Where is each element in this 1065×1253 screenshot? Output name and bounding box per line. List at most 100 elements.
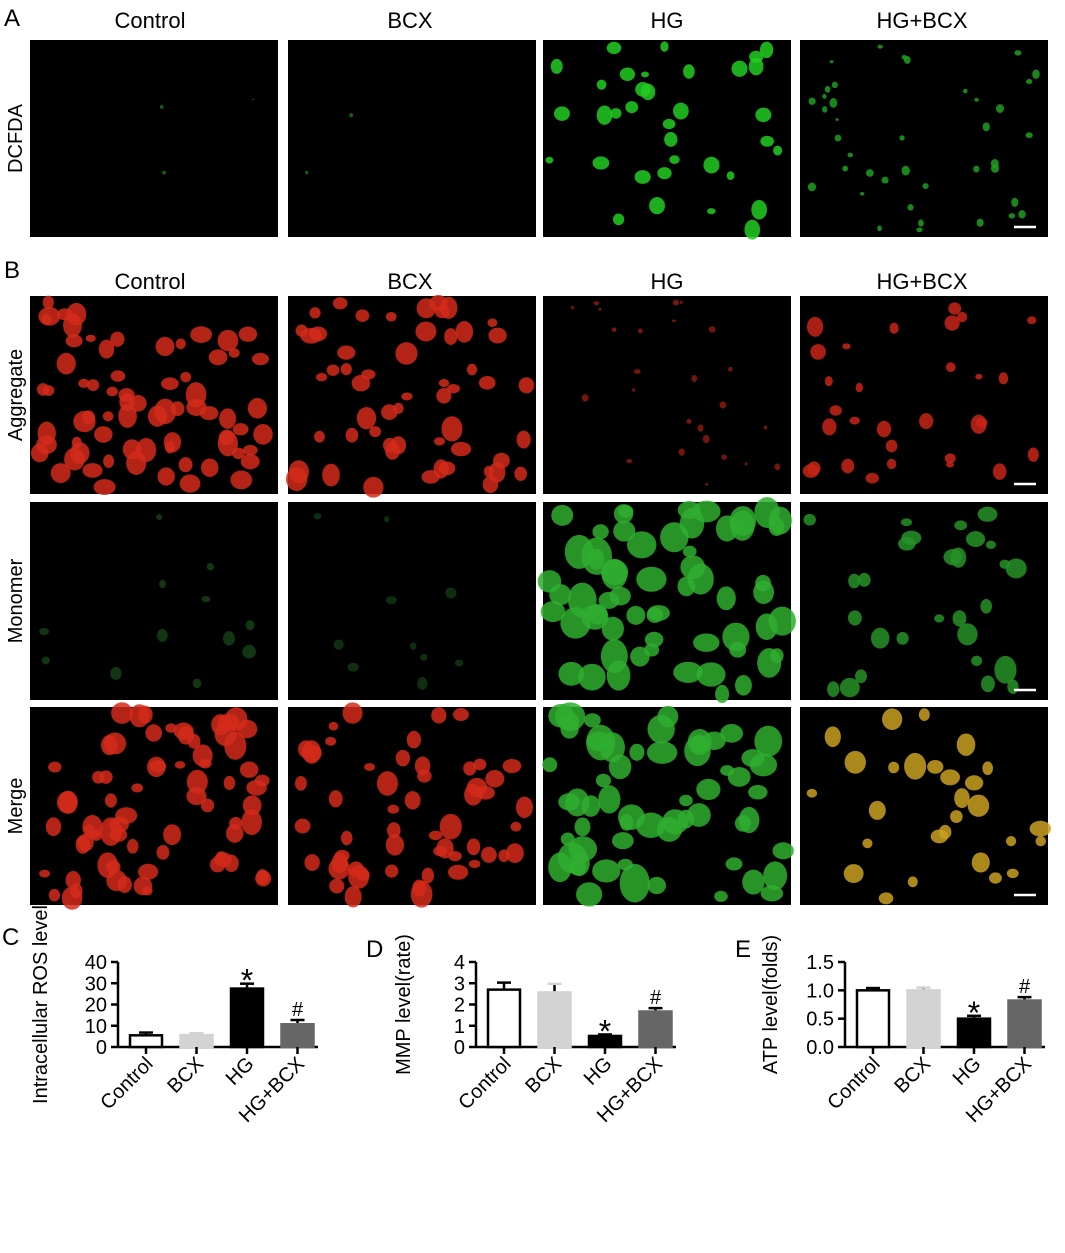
cell: [285, 467, 308, 491]
cell: [170, 401, 185, 417]
cell: [444, 328, 458, 346]
cell: [39, 628, 49, 636]
cell: [242, 444, 258, 456]
cell: [721, 454, 727, 460]
cell: [216, 851, 227, 861]
cell: [672, 299, 680, 306]
cell: [807, 182, 817, 192]
cell: [356, 407, 377, 430]
cell: [720, 724, 743, 743]
cell: [431, 707, 447, 724]
cell: [918, 708, 930, 722]
cell: [540, 601, 566, 623]
cell: [208, 349, 228, 366]
cell: [680, 555, 706, 580]
cell: [192, 678, 202, 689]
cell: [395, 749, 411, 767]
cell: [719, 401, 727, 409]
cell: [626, 605, 646, 625]
cell: [48, 888, 61, 902]
cell: [679, 794, 693, 807]
cell: [971, 852, 990, 873]
cell: [682, 545, 697, 558]
micrograph: [288, 702, 536, 908]
cell: [964, 775, 984, 791]
cell: [159, 104, 164, 109]
cell: [439, 813, 462, 840]
cell: [843, 864, 864, 884]
cell: [593, 301, 600, 306]
cell: [452, 708, 469, 722]
cell: [647, 876, 666, 895]
cell: [831, 81, 838, 89]
cell: [223, 631, 235, 646]
cell: [808, 97, 816, 105]
cell: [738, 806, 760, 834]
cell: [41, 313, 52, 325]
cell: [131, 783, 144, 793]
y-tick-label: 40: [85, 952, 107, 974]
cell: [1029, 820, 1052, 837]
cell: [252, 98, 255, 101]
cell: [111, 702, 133, 724]
column-header: Control: [115, 8, 186, 33]
cell: [436, 838, 454, 859]
cell: [340, 830, 353, 846]
cell: [729, 641, 747, 658]
cell: [865, 169, 874, 177]
bar: [956, 1017, 992, 1049]
y-tick-label: 10: [85, 1016, 107, 1038]
cell: [217, 329, 239, 352]
cell: [994, 655, 1017, 684]
cell: [896, 632, 909, 645]
cell: [217, 430, 238, 457]
cell: [916, 227, 923, 233]
cell: [981, 675, 995, 693]
bar: [638, 1010, 673, 1049]
row-label: Aggregate: [5, 349, 27, 441]
cell: [672, 319, 676, 323]
cell: [803, 513, 816, 526]
cell: [342, 702, 363, 724]
cell: [217, 713, 240, 731]
cell: [855, 669, 867, 684]
cell: [97, 852, 118, 878]
cell: [696, 662, 726, 687]
cell: [592, 859, 621, 883]
cell: [855, 382, 864, 393]
cell: [598, 785, 621, 814]
cell: [110, 370, 126, 382]
column-header: Control: [115, 269, 186, 294]
cell: [466, 838, 481, 856]
cell: [641, 71, 649, 78]
cell: [938, 824, 952, 840]
cell: [190, 326, 213, 343]
cell: [118, 388, 135, 402]
x-tick-label: BCX: [890, 1053, 935, 1098]
cell: [177, 726, 195, 745]
cell: [516, 430, 531, 449]
cell: [806, 788, 818, 798]
cell: [749, 753, 778, 777]
cell: [450, 441, 472, 457]
cell: [223, 775, 236, 791]
significance-mark: *: [241, 963, 253, 999]
cell: [518, 377, 535, 394]
cell: [617, 804, 645, 830]
cell: [488, 327, 507, 344]
cell: [755, 107, 772, 123]
cell: [763, 425, 768, 430]
y-tick-label: 0: [96, 1037, 107, 1059]
cell: [901, 55, 908, 60]
cell: [200, 798, 215, 813]
cell: [568, 836, 598, 862]
cell: [1025, 78, 1033, 85]
cell: [155, 336, 175, 357]
cell: [606, 41, 622, 55]
cell: [922, 183, 929, 189]
cell: [65, 334, 83, 348]
cell: [1008, 213, 1016, 219]
y-tick-label: 0.0: [806, 1037, 834, 1059]
cell: [697, 424, 704, 432]
